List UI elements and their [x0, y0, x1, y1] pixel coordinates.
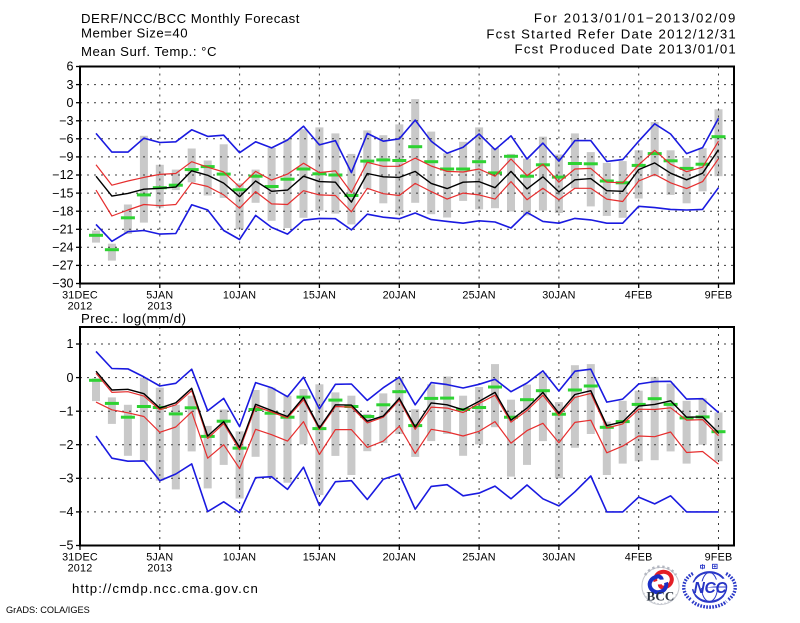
svg-text:6: 6: [67, 60, 74, 74]
svg-text:−12: −12: [52, 168, 73, 182]
svg-text:−2: −2: [59, 438, 73, 452]
svg-text:Mean Surf. Temp.: °C: Mean Surf. Temp.: °C: [81, 44, 217, 59]
svg-text:−21: −21: [52, 223, 73, 237]
svg-text:−3: −3: [59, 114, 73, 128]
svg-text:−3: −3: [59, 472, 73, 486]
svg-text:−18: −18: [52, 204, 73, 218]
svg-text:2013: 2013: [147, 563, 172, 575]
svg-text:1: 1: [67, 337, 74, 351]
svg-text:2013: 2013: [147, 301, 172, 313]
svg-text:−6: −6: [59, 132, 73, 146]
svg-text:4FEB: 4FEB: [625, 552, 653, 564]
svg-text:0: 0: [67, 96, 74, 110]
svg-text:30JAN: 30JAN: [542, 552, 575, 564]
svg-text:Prec.: log(mm/d): Prec.: log(mm/d): [81, 311, 186, 326]
svg-text:0: 0: [67, 371, 74, 385]
svg-text:5JAN: 5JAN: [146, 552, 173, 564]
svg-text:DERF/NCC/BCC Monthly Forecast: DERF/NCC/BCC Monthly Forecast: [81, 11, 300, 26]
svg-text:4FEB: 4FEB: [625, 290, 653, 302]
svg-text:−5: −5: [59, 539, 73, 553]
svg-text:3: 3: [67, 78, 74, 92]
svg-text:2012: 2012: [68, 301, 93, 313]
svg-text:−27: −27: [52, 259, 73, 273]
svg-text:2012: 2012: [68, 563, 93, 575]
svg-text:25JAN: 25JAN: [462, 290, 495, 302]
svg-text:31DEC: 31DEC: [62, 552, 98, 564]
svg-text:31DEC: 31DEC: [62, 290, 98, 302]
svg-text:15JAN: 15JAN: [303, 290, 336, 302]
svg-text:For 2013/01/01−2013/02/09: For 2013/01/01−2013/02/09: [534, 11, 737, 26]
svg-text:9FEB: 9FEB: [705, 290, 733, 302]
svg-text:Fcst Started Refer Date 2012/1: Fcst Started Refer Date 2012/12/31: [486, 27, 737, 42]
svg-text:−9: −9: [59, 150, 73, 164]
svg-text:10JAN: 10JAN: [223, 290, 256, 302]
svg-text:−4: −4: [59, 505, 73, 519]
svg-text:NCC: NCC: [694, 580, 728, 597]
svg-text:9FEB: 9FEB: [705, 552, 733, 564]
svg-text:http://cmdp.ncc.cma.gov.cn: http://cmdp.ncc.cma.gov.cn: [72, 581, 259, 596]
svg-text:−1: −1: [59, 404, 73, 418]
svg-text:10JAN: 10JAN: [223, 552, 256, 564]
svg-text:20JAN: 20JAN: [383, 290, 416, 302]
svg-text:15JAN: 15JAN: [303, 552, 336, 564]
svg-text:25JAN: 25JAN: [462, 552, 495, 564]
svg-text:−15: −15: [52, 186, 73, 200]
svg-text:−24: −24: [52, 241, 73, 255]
svg-text:Fcst Produced Date 2013/01/01: Fcst Produced Date 2013/01/01: [515, 42, 737, 57]
svg-text:5JAN: 5JAN: [146, 290, 173, 302]
svg-text:Member Size=40: Member Size=40: [81, 26, 188, 41]
svg-text:30JAN: 30JAN: [542, 290, 575, 302]
svg-text:BCC: BCC: [646, 589, 674, 604]
svg-text:GrADS: COLA/IGES: GrADS: COLA/IGES: [6, 605, 90, 615]
svg-text:−30: −30: [52, 277, 73, 291]
svg-text:20JAN: 20JAN: [383, 552, 416, 564]
